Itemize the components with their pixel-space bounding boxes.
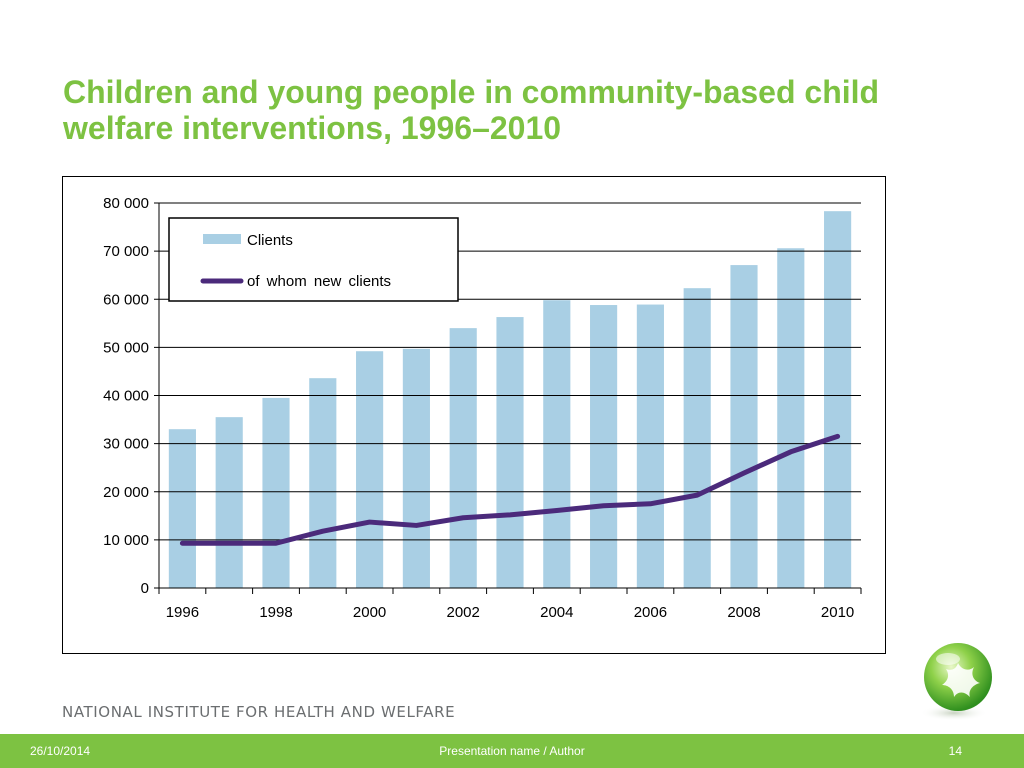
bar-1998 xyxy=(262,397,290,588)
bar-2002 xyxy=(449,328,477,588)
line-point-2004 xyxy=(555,509,559,513)
organization-name: NATIONAL INSTITUTE FOR HEALTH AND WELFAR… xyxy=(62,703,456,721)
bar-2010 xyxy=(824,211,852,588)
slide-title-line-2: welfare interventions, 1996–2010 xyxy=(63,110,562,146)
bar-2008 xyxy=(730,265,758,588)
bar-2003 xyxy=(496,317,524,588)
y-tick-label-8: 80 000 xyxy=(103,195,149,212)
bar-2000 xyxy=(356,351,384,588)
x-tick-label-2006: 2006 xyxy=(634,604,667,621)
y-tick-label-6: 60 000 xyxy=(103,291,149,308)
line-point-2005 xyxy=(602,504,606,508)
slide-title-line-1: Children and young people in community-b… xyxy=(63,74,880,110)
legend-label-clients: Clients xyxy=(247,232,293,249)
bar-1996 xyxy=(168,429,196,588)
y-tick-label-5: 50 000 xyxy=(103,339,149,356)
line-point-1997 xyxy=(227,541,231,545)
bar-1999 xyxy=(309,378,337,588)
x-tick-label-1996: 1996 xyxy=(166,604,199,621)
line-point-2010 xyxy=(836,434,840,438)
legend-box xyxy=(168,217,459,302)
line-point-2003 xyxy=(508,513,512,517)
bar-1997 xyxy=(215,417,243,588)
bar-2005 xyxy=(590,305,618,588)
x-tick-label-2004: 2004 xyxy=(540,604,573,621)
y-tick-label-1: 10 000 xyxy=(103,532,149,549)
bar-line-chart: 0 10 000 20 000 30 000 40 000 50 000 60 000 70 … xyxy=(103,195,862,621)
bar-2007 xyxy=(683,288,711,588)
line-point-2002 xyxy=(461,516,465,520)
footer-page-number: 14 xyxy=(948,744,962,758)
line-point-2007 xyxy=(695,493,699,497)
green-sphere-logo-icon xyxy=(918,641,994,723)
line-point-1999 xyxy=(321,529,325,533)
footer-presentation-name: Presentation name / Author xyxy=(439,744,585,758)
line-point-2006 xyxy=(648,502,652,506)
footer-date: 26/10/2014 xyxy=(30,744,91,758)
line-point-2008 xyxy=(742,471,746,475)
bar-2001 xyxy=(402,348,430,588)
y-tick-label-0: 0 xyxy=(141,580,149,597)
line-point-1998 xyxy=(274,541,278,545)
chart-frame: 0 10 000 20 000 30 000 40 000 50 000 60 000 70 … xyxy=(62,176,886,654)
x-tick-label-2010: 2010 xyxy=(821,604,854,621)
footer-bar: 26/10/2014 Presentation name / Author 14 xyxy=(0,734,1024,768)
y-tick-label-2: 20 000 xyxy=(103,484,149,501)
x-tick-label-1998: 1998 xyxy=(259,604,292,621)
bar-2006 xyxy=(636,304,664,588)
bar-2009 xyxy=(777,248,805,589)
legend-swatch-clients xyxy=(203,234,241,244)
line-point-1996 xyxy=(180,541,184,545)
line-point-2001 xyxy=(414,523,418,527)
line-point-2009 xyxy=(789,450,793,454)
x-tick-label-2000: 2000 xyxy=(353,604,386,621)
line-point-2000 xyxy=(368,520,372,524)
y-tick-label-3: 30 000 xyxy=(103,436,149,453)
x-tick-label-2008: 2008 xyxy=(727,604,760,621)
slide-title: Children and young people in community-b… xyxy=(63,74,963,146)
y-tick-label-4: 40 000 xyxy=(103,388,149,405)
y-tick-label-7: 70 000 xyxy=(103,243,149,260)
legend-label-new-clients: of whom new clients xyxy=(247,273,391,290)
x-tick-label-2002: 2002 xyxy=(447,604,480,621)
